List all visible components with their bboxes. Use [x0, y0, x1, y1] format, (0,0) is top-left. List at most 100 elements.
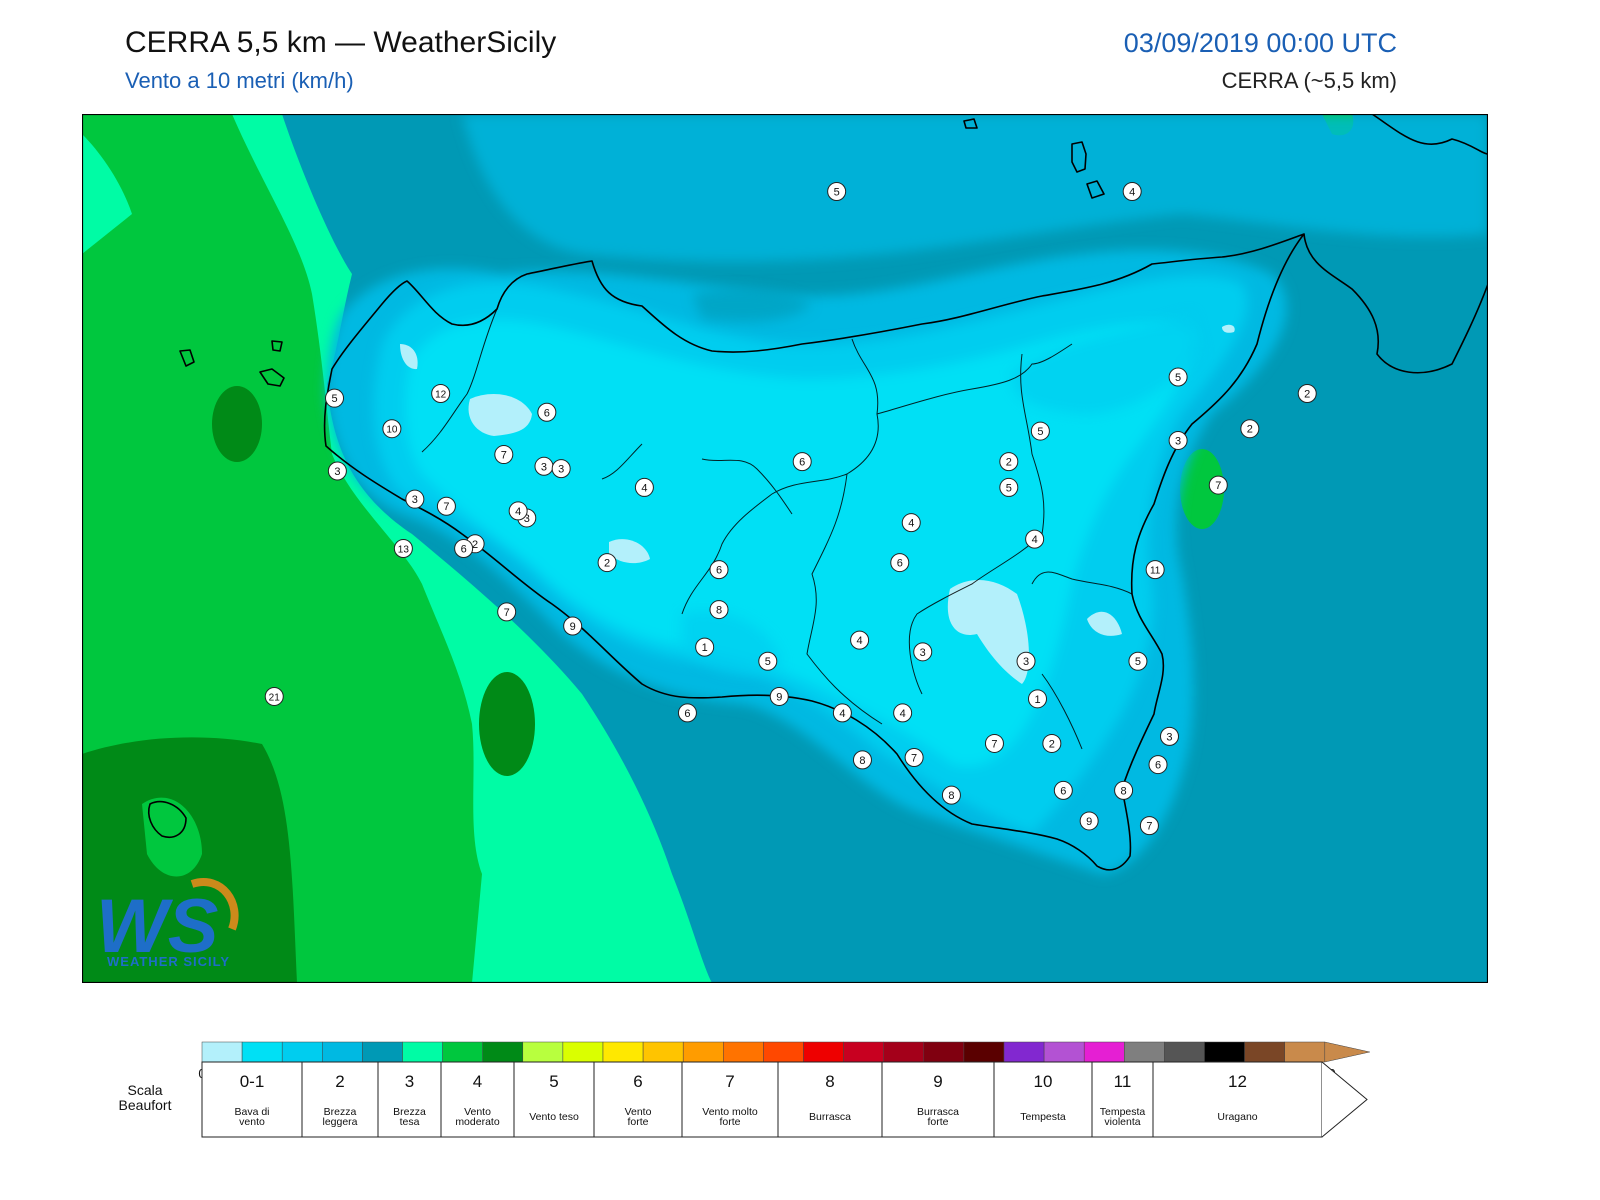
beaufort-number: 6 [633, 1072, 642, 1091]
station-value: 3 [334, 466, 340, 478]
station-value: 9 [776, 691, 782, 703]
station-value: 1 [702, 642, 708, 654]
station-value: 11 [1150, 566, 1161, 577]
wind-map: 5 452235267544611433312103213756347626879… [82, 114, 1488, 983]
station-value: 2 [604, 558, 610, 570]
beaufort-description: violenta [1104, 1116, 1140, 1128]
beaufort-cell: 5 Vento teso [513, 1061, 595, 1138]
color-swatch [482, 1041, 524, 1063]
province-borders [421, 308, 1133, 750]
station-marker: 8 [852, 750, 872, 770]
station-value: 10 [386, 425, 398, 436]
color-swatch [522, 1041, 564, 1063]
station-value: 6 [1155, 760, 1161, 772]
station-marker: 8 [709, 600, 729, 620]
station-marker: 21 [264, 686, 284, 706]
beaufort-title-line2: Beaufort [119, 1097, 172, 1113]
station-marker: 4 [1122, 182, 1142, 202]
color-swatch [1083, 1041, 1125, 1063]
station-value: 2 [1247, 424, 1253, 436]
map-frame [82, 114, 1488, 983]
color-swatch [843, 1041, 884, 1063]
color-swatch [723, 1041, 764, 1063]
station-value: 2 [472, 539, 478, 551]
logo-swoosh-icon [190, 878, 239, 931]
station-value: 4 [908, 518, 914, 530]
station-value: 7 [991, 738, 997, 750]
station-marker: 7 [1208, 475, 1228, 495]
station-value: 7 [504, 607, 510, 619]
weathersicily-logo: WS WEATHER SICILY [96, 878, 239, 969]
station-value: 1 [1034, 694, 1040, 706]
station-markers: 5 452235267544611433312103213756347626879… [264, 182, 1317, 836]
station-marker: 4 [901, 513, 921, 533]
station-marker: 9 [769, 686, 789, 706]
station-marker: 7 [984, 733, 1004, 753]
station-value: 8 [716, 605, 722, 617]
color-swatch [1164, 1041, 1205, 1063]
color-swatch [682, 1041, 724, 1063]
beaufort-number: 3 [405, 1072, 414, 1091]
station-marker: 9 [563, 616, 583, 636]
station-marker: 1 [695, 637, 715, 657]
coastline [147, 114, 1488, 871]
station-marker: 4 [850, 630, 870, 650]
logo-letters: WS [96, 884, 218, 969]
station-value: 7 [1146, 821, 1152, 833]
beaufort-number: 10 [1034, 1072, 1053, 1091]
beaufort-description: tesa [400, 1116, 420, 1128]
station-value: 8 [859, 755, 865, 767]
station-marker: 6 [1053, 780, 1073, 800]
beaufort-cell: 8 Burrasca [777, 1061, 883, 1138]
station-marker: 6 [677, 703, 697, 723]
station-value: 3 [558, 464, 564, 476]
station-value: 6 [1060, 785, 1066, 797]
station-value: 7 [1215, 480, 1221, 492]
beaufort-description: Brezza [324, 1106, 357, 1118]
station-marker: 3 [405, 489, 425, 509]
station-value: 6 [461, 544, 467, 556]
station-marker: 1 [1028, 689, 1048, 709]
station-marker: 9 [1079, 811, 1099, 831]
station-value: 8 [1121, 785, 1127, 797]
station-marker: 8 [1114, 780, 1134, 800]
beaufort-title-line1: Scala [127, 1082, 162, 1098]
station-value: 7 [911, 753, 917, 765]
station-marker: 5 [758, 651, 778, 671]
beaufort-description: forte [627, 1116, 648, 1128]
station-marker: 5 [1168, 367, 1188, 387]
station-marker: 7 [497, 602, 517, 622]
station-marker: 7 [436, 496, 456, 516]
wind-field [82, 114, 1488, 983]
beaufort-description: forte [927, 1116, 948, 1128]
station-marker: 5 [999, 477, 1019, 497]
beaufort-number: 0-1 [240, 1072, 265, 1091]
color-swatch [1043, 1041, 1085, 1063]
logo-text: WEATHER SICILY [107, 954, 230, 969]
station-marker: 6 [792, 452, 812, 472]
station-value: 5 [1037, 426, 1043, 438]
beaufort-number: 5 [549, 1072, 558, 1091]
station-value: 5 [834, 187, 840, 199]
color-swatch [963, 1041, 1005, 1063]
station-marker: 3 [551, 459, 571, 479]
station-marker: 7 [904, 748, 924, 768]
color-swatch [402, 1041, 443, 1063]
color-swatch [322, 1041, 363, 1063]
color-swatch [602, 1041, 644, 1063]
station-marker: 2 [1042, 733, 1062, 753]
station-marker: 13 [393, 539, 413, 558]
beaufort-description: Tempesta [1100, 1106, 1146, 1118]
map-title: CERRA 5,5 km — WeatherSicily [125, 26, 557, 59]
station-marker: 2 [1297, 383, 1317, 403]
beaufort-number: 7 [725, 1072, 734, 1091]
station-marker: 4 [508, 501, 528, 521]
station-value: 2 [1304, 388, 1310, 400]
color-swatch [642, 1041, 684, 1063]
station-marker: 10 [382, 419, 402, 439]
beaufort-number: 2 [335, 1072, 344, 1091]
color-swatch [281, 1041, 323, 1063]
station-value: 5 [765, 656, 771, 668]
